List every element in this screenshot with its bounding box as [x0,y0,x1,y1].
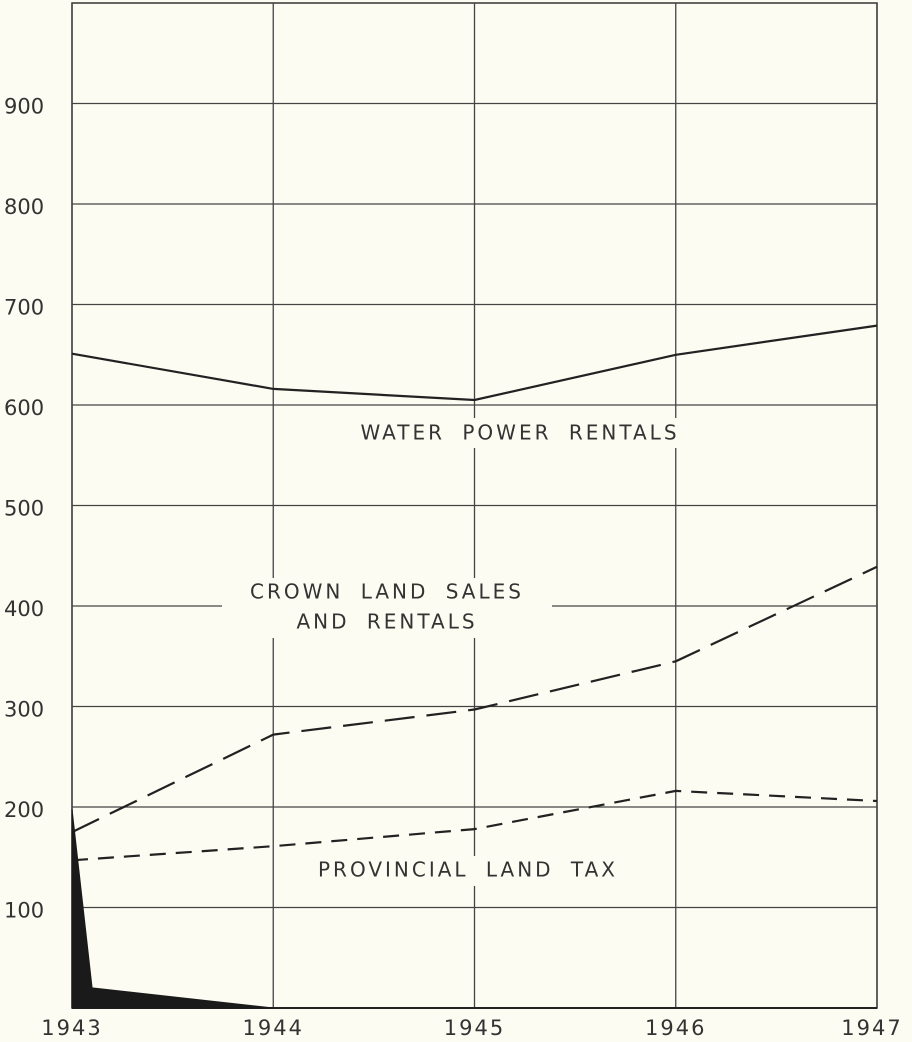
label-backdrop [222,578,552,638]
y-tick-label: 200 [4,798,44,822]
y-tick-label: 400 [4,597,44,621]
x-tick-label: 1944 [243,1016,304,1040]
series-line [71,324,878,402]
annotation: PROVINCIAL LAND TAX [318,858,618,882]
y-tick-label: 900 [4,95,44,119]
y-tick-label: 100 [4,899,44,923]
grid [71,2,878,1009]
x-tick-label: 1945 [444,1016,505,1040]
annotation: AND RENTALS [296,610,477,634]
marks [71,324,878,1009]
series-line [71,565,878,834]
x-tick-label: 1946 [645,1016,706,1040]
x-tick-label: 1943 [41,1016,102,1040]
y-tick-label: 500 [4,497,44,521]
y-tick-label: 800 [4,195,44,219]
y-tick-label: 600 [4,396,44,420]
y-tick-label: 700 [4,296,44,320]
area [71,808,274,1009]
labels: WATER POWER RENTALS CROWN LAND SALES AND… [4,95,902,1041]
annotation: CROWN LAND SALES [250,580,524,604]
x-tick-label: 1947 [841,1016,902,1040]
series-line [71,789,878,862]
annotation: WATER POWER RENTALS [360,421,679,445]
y-tick-label: 300 [4,698,44,722]
label-backdrop [318,418,718,448]
label-backdrop [278,856,658,886]
